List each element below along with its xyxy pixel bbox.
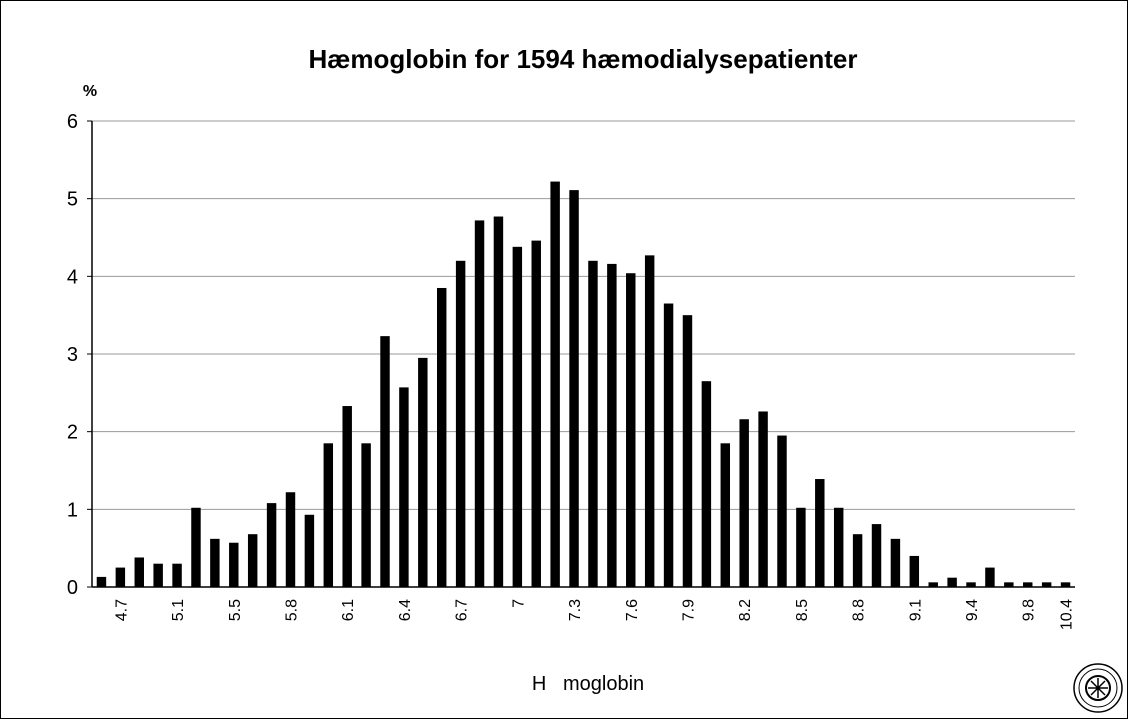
bar [247, 534, 258, 587]
bar [418, 357, 428, 587]
bar [266, 503, 277, 587]
y-tick-label: 4 [67, 266, 78, 288]
y-tick-label: 0 [67, 577, 78, 599]
bar [229, 542, 239, 587]
bar [134, 557, 144, 587]
y-tick-label: 2 [67, 422, 78, 444]
bar [455, 260, 466, 587]
bar [871, 524, 882, 587]
x-tick-label: 5.5 [227, 599, 244, 621]
chart-title: Hæmoglobin for 1594 hæmodialysepatienter [308, 44, 857, 74]
y-axis-label: % [83, 83, 97, 100]
bar [96, 576, 107, 587]
bar [928, 582, 938, 587]
bar [1060, 582, 1071, 587]
bar [569, 190, 579, 587]
bar [588, 260, 598, 587]
bar [833, 507, 844, 587]
bar [607, 263, 617, 587]
x-tick-label: 10.4 [1059, 599, 1076, 630]
bar [474, 220, 485, 587]
x-tick-label: 8.5 [794, 599, 811, 621]
bar [1023, 582, 1033, 587]
bar [796, 507, 806, 587]
bar [1041, 582, 1052, 587]
bar [550, 181, 560, 587]
bar [380, 336, 390, 587]
bar [626, 273, 636, 587]
x-tick-label: 6.1 [340, 599, 357, 621]
bar [304, 514, 315, 587]
bar [323, 443, 334, 587]
bar [739, 419, 749, 587]
bar [663, 303, 674, 587]
x-tick-label: 9.1 [907, 599, 924, 621]
bar [815, 479, 825, 587]
bar [682, 315, 693, 587]
y-tick-label: 6 [67, 111, 78, 133]
bar [531, 240, 541, 587]
bar [172, 563, 182, 587]
x-tick-label: 6.4 [397, 599, 414, 621]
bar [399, 387, 409, 587]
x-tick-label: 7.6 [624, 599, 641, 621]
bar [966, 582, 976, 587]
bar [493, 216, 504, 587]
x-tick-label: 8.8 [851, 599, 868, 621]
bar [909, 555, 920, 587]
x-axis-label: H moglobin [532, 673, 644, 695]
bar [512, 246, 523, 587]
bar [777, 435, 787, 587]
bar [852, 534, 863, 587]
bar [644, 255, 655, 587]
bar [985, 567, 995, 587]
bar [285, 492, 296, 587]
bar [153, 563, 163, 587]
bar [701, 381, 712, 587]
x-tick-label: 7.9 [680, 599, 697, 621]
x-tick-label: 5.8 [283, 599, 300, 621]
bar [758, 411, 768, 587]
x-tick-label: 9.8 [1021, 599, 1038, 621]
x-tick-label: 8.2 [737, 599, 754, 621]
x-tick-label: 7.3 [567, 599, 584, 621]
x-tick-label: 5.1 [170, 599, 187, 621]
bar [890, 538, 901, 587]
bar [191, 507, 201, 587]
bar [436, 287, 447, 587]
bar [342, 406, 352, 587]
x-tick-label: 4.7 [113, 599, 130, 621]
y-tick-label: 5 [67, 189, 78, 211]
bar [210, 538, 220, 587]
bar [115, 567, 126, 587]
bar [1004, 582, 1014, 587]
x-tick-label: 7 [510, 599, 527, 608]
bar [720, 443, 731, 587]
bar [947, 577, 957, 587]
x-tick-label: 6.7 [454, 599, 471, 621]
logo [1073, 663, 1123, 713]
bar [361, 443, 371, 587]
y-tick-label: 3 [67, 344, 78, 366]
x-tick-label: 9.4 [964, 599, 981, 621]
y-tick-label: 1 [67, 499, 78, 521]
